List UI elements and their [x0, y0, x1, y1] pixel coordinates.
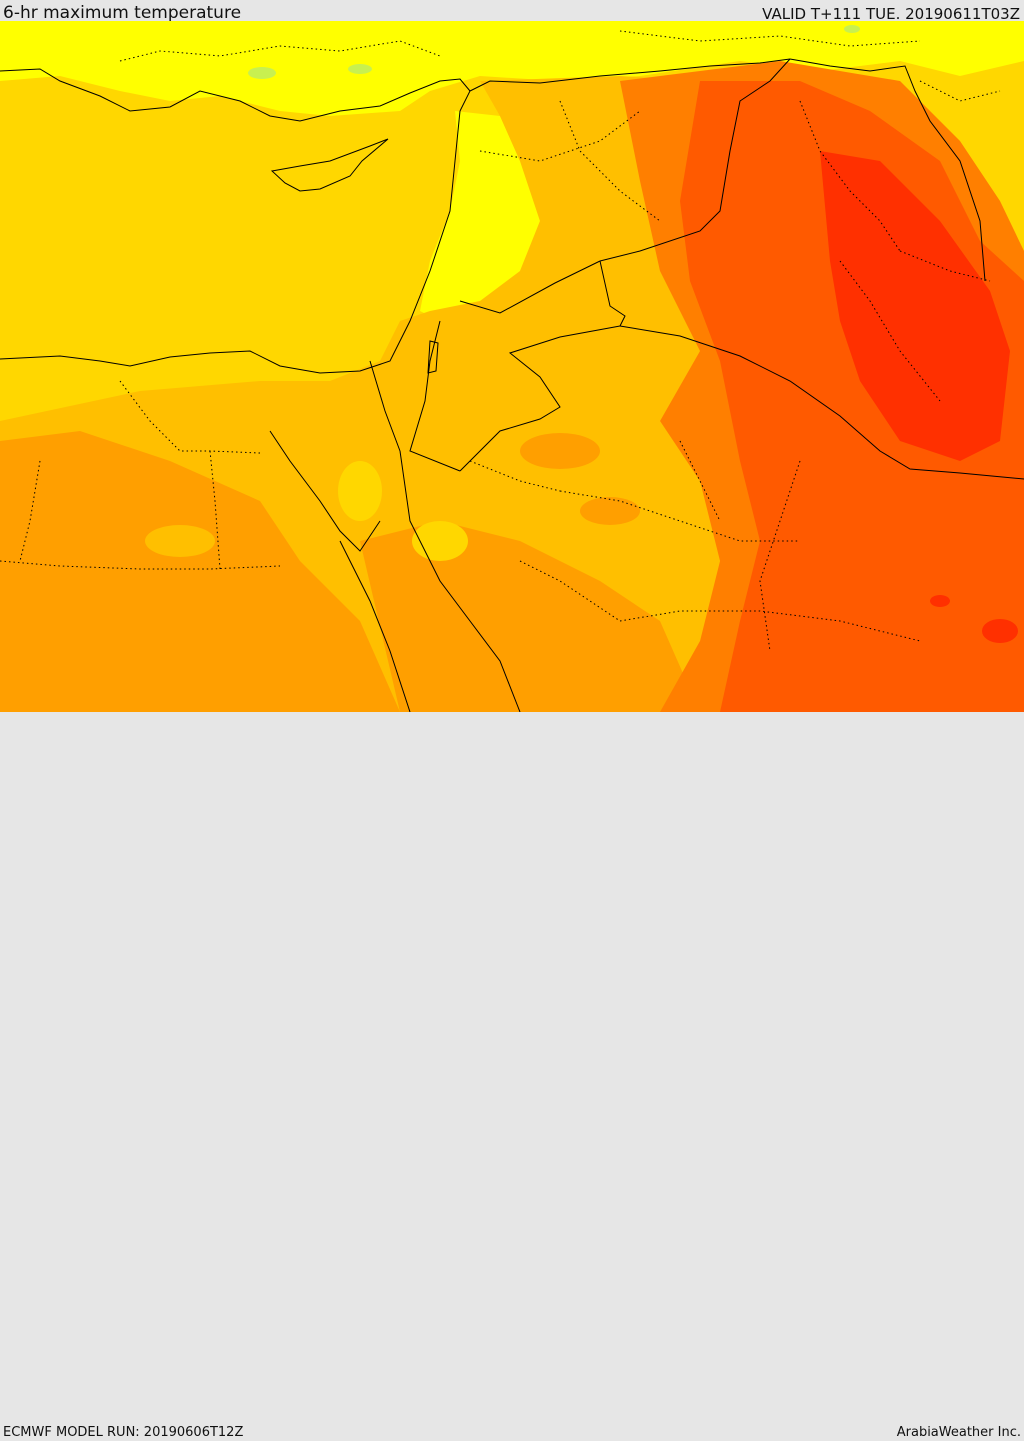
orange-zone-south [360, 521, 700, 712]
border-jordan-syria [459, 260, 601, 314]
amber-patch [580, 497, 640, 525]
border-syria-iraq [599, 58, 791, 262]
temperature-map[interactable] [0, 21, 1024, 712]
border-jordan-israel [409, 320, 461, 472]
cyprus-outline [270, 138, 389, 192]
red-sea-east-coast [399, 450, 521, 712]
yellow-patch [338, 461, 382, 521]
levant-egypt-coastline [0, 110, 461, 374]
green-patch [348, 64, 372, 74]
border-iraq-east [789, 58, 986, 282]
credit-label: ArabiaWeather Inc. [896, 1425, 1021, 1440]
red-patch [930, 595, 950, 607]
border-turkey-syria [469, 58, 791, 92]
header-bar: 6-hr maximum temperature VALID T+111 TUE… [0, 0, 1024, 23]
amber-patch [520, 433, 600, 469]
green-patch [844, 25, 860, 33]
model-run-label: ECMWF MODEL RUN: 20190606T12Z [3, 1425, 244, 1440]
yellow-patch [412, 521, 468, 561]
levant-yellow-strip [420, 111, 540, 321]
border-jordan-saudi [459, 325, 621, 472]
red-patch [982, 619, 1018, 643]
orange-zone-west [0, 431, 400, 712]
valid-time: VALID T+111 TUE. 20190611T03Z [762, 5, 1020, 23]
red-hotspot [820, 151, 1010, 461]
turkey-yellow-zone [0, 21, 1024, 116]
gulf-of-suez [269, 430, 381, 552]
border-saudi-iraq [619, 325, 1024, 480]
dead-sea [427, 340, 439, 374]
map-title: 6-hr maximum temperature [3, 3, 242, 23]
red-sea-west-coast [339, 540, 411, 712]
turkey-coastline [0, 68, 471, 122]
province-boundaries [0, 30, 1001, 652]
footer-bar: ECMWF MODEL RUN: 20190606T12Z ArabiaWeat… [0, 712, 1024, 1440]
border-israel-egypt [369, 360, 401, 452]
green-patch [248, 67, 276, 79]
border-jordan-iraq [599, 260, 626, 327]
amber-patch [145, 525, 215, 557]
